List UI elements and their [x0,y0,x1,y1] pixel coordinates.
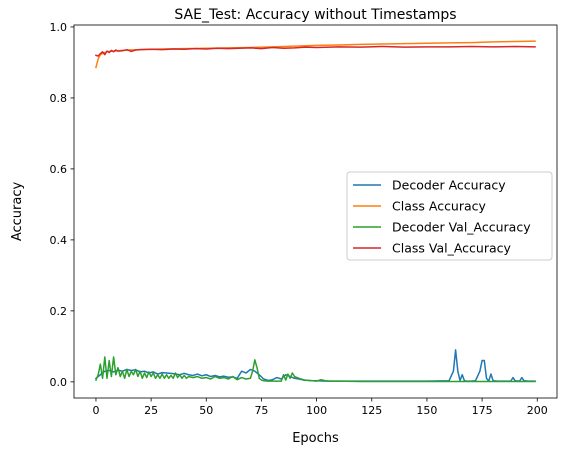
y-tick-label: 1.0 [50,21,68,34]
x-tick-label: 175 [472,404,493,417]
x-tick-label: 125 [361,404,382,417]
y-tick-label: 0.4 [50,234,68,247]
x-tick-label: 150 [416,404,437,417]
chart-title: SAE_Test: Accuracy without Timestamps [174,7,456,23]
legend-label-class-accuracy: Class Accuracy [392,199,487,214]
y-tick-label: 0.0 [50,376,68,389]
x-tick-label: 50 [199,404,213,417]
y-tick-label: 0.8 [50,92,68,105]
x-axis-label: Epochs [292,431,339,446]
legend-label-decoder-accuracy: Decoder Accuracy [392,178,506,193]
legend: Decoder Accuracy Class Accuracy Decoder Va… [347,172,552,260]
x-tick-label: 25 [144,404,158,417]
y-tick-label: 0.2 [50,305,68,318]
legend-label-decoder-val-accuracy: Decoder Val_Accuracy [392,220,531,235]
legend-label-class-val-accuracy: Class Val_Accuracy [392,241,511,256]
y-tick-label: 0.6 [50,163,68,176]
x-tick-label: 0 [92,404,99,417]
x-tick-label: 100 [306,404,327,417]
x-tick-label: 75 [254,404,268,417]
x-tick-label: 200 [527,404,548,417]
y-axis-label: Accuracy [10,182,25,242]
